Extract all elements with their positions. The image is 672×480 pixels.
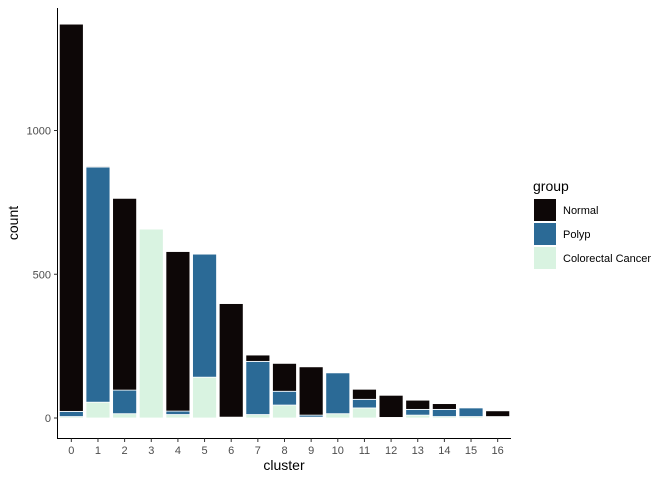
bar-segment [112,413,138,419]
bar-segment [485,410,511,417]
bar-segment [431,403,457,410]
bar-segment [352,407,377,419]
bar-segment [352,398,377,409]
bar-segment [458,407,484,417]
x-tick-label: 12 [385,445,397,457]
legend: group Normal Polyp Colorectal Cancer [533,178,651,269]
bar-segment [298,366,324,416]
x-tick-label: 8 [281,445,287,457]
bar-segment [85,401,111,419]
plot-area [58,23,511,419]
x-tick-label: 9 [308,445,314,457]
x-tick-label: 13 [412,445,424,457]
x-tick-label: 7 [255,445,261,457]
legend-key [534,247,556,269]
legend-label: Colorectal Cancer [563,253,651,265]
x-tick-label: 15 [465,445,477,457]
bar-segment [245,360,271,415]
x-tick-label: 3 [148,445,154,457]
bar-segment [245,414,271,419]
legend-title: group [533,178,569,194]
y-axis-title: count [5,206,21,240]
bar-segment [192,376,217,419]
legend-label: Polyp [563,229,591,241]
bar-segment [218,303,244,418]
x-tick-label: 16 [492,445,504,457]
bar-segment [405,414,431,419]
bar-segment [405,399,431,410]
bar-segment [325,372,351,415]
x-axis-ticks: 0 1 2 3 4 5 6 7 8 9 10 11 12 13 14 15 16 [68,438,504,457]
x-tick-label: 10 [332,445,344,457]
bar-segment [165,414,191,419]
bar-segment [85,165,111,168]
bar-segment [165,410,191,415]
bar-segment [85,166,111,403]
bar-segment [272,362,297,392]
bar-segment [192,253,217,378]
bar-segment [112,197,138,391]
bar-segment [112,389,138,415]
bar-segment [325,413,351,419]
bar-segment [431,408,457,417]
x-tick-label: 6 [228,445,234,457]
x-tick-label: 2 [122,445,128,457]
x-tick-label: 4 [175,445,181,457]
legend-label: Normal [563,205,598,217]
bar-segment [272,404,297,419]
x-axis-title: cluster [263,457,305,473]
bar-segment [272,390,297,406]
x-tick-label: 14 [438,445,450,457]
y-tick-label: 0 [45,413,51,425]
bar-segment [245,354,271,362]
x-tick-label: 0 [68,445,74,457]
legend-key [534,199,556,221]
bar-segment [58,410,84,417]
x-tick-label: 5 [201,445,207,457]
y-tick-label: 1000 [27,126,51,138]
bar-segment [378,394,404,418]
bar-segment [352,388,377,400]
legend-key [534,223,556,245]
bar-segment [165,251,191,412]
bar-segment [58,23,84,412]
y-tick-label: 500 [33,269,51,281]
x-tick-label: 1 [95,445,101,457]
y-axis-ticks: 0 500 1000 [27,126,58,425]
x-tick-label: 11 [359,445,370,457]
bar-segment [138,228,164,419]
bar-segment [405,408,431,416]
